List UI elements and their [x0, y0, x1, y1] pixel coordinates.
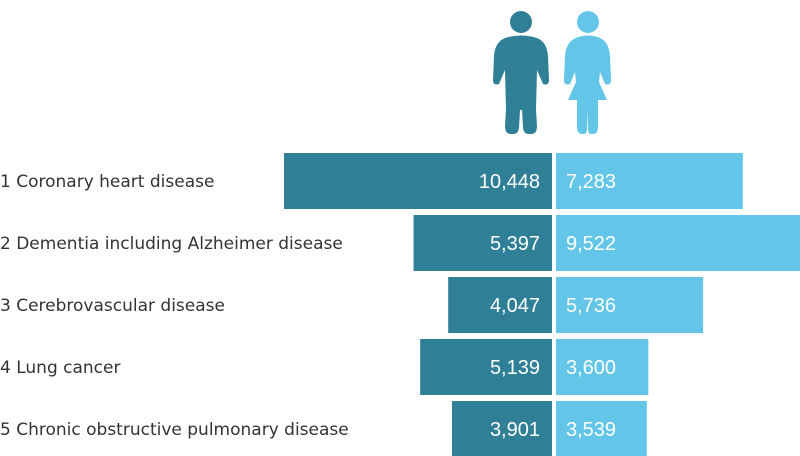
value-label-male-4: 5,139 [490, 357, 540, 379]
category-label-3: 3 Cerebrovascular disease [0, 296, 225, 316]
bar-female-1 [556, 153, 743, 209]
legend-icons [493, 11, 611, 134]
category-label-2: 2 Dementia including Alzheimer disease [0, 234, 343, 254]
value-label-female-1: 7,283 [566, 171, 616, 193]
bar-male-4 [420, 339, 552, 395]
value-label-male-5: 3,901 [490, 419, 540, 441]
bar-male-1 [284, 153, 552, 209]
bar-male-3 [448, 277, 552, 333]
bars-group [284, 153, 800, 456]
bar-female-4 [556, 339, 649, 395]
male-figure-icon [493, 11, 549, 134]
value-label-female-4: 3,600 [566, 357, 616, 379]
value-label-male-3: 4,047 [490, 295, 540, 317]
female-figure-icon [564, 11, 611, 134]
bar-male-2 [413, 215, 552, 271]
bar-female-3 [556, 277, 704, 333]
value-label-male-1: 10,448 [479, 171, 540, 193]
value-label-female-3: 5,736 [566, 295, 616, 317]
bar-female-5 [556, 401, 647, 456]
value-label-female-2: 9,522 [566, 233, 616, 255]
value-label-female-5: 3,539 [566, 419, 616, 441]
bar-male-5 [451, 401, 552, 456]
bar-female-2 [556, 215, 800, 271]
category-label-5: 5 Chronic obstructive pulmonary disease [0, 420, 349, 440]
value-label-male-2: 5,397 [490, 233, 540, 255]
category-label-1: 1 Coronary heart disease [0, 172, 214, 192]
category-label-4: 4 Lung cancer [0, 358, 120, 378]
labels-group: 10,448 7,283 1 Coronary heart disease 5,397… [0, 171, 616, 441]
